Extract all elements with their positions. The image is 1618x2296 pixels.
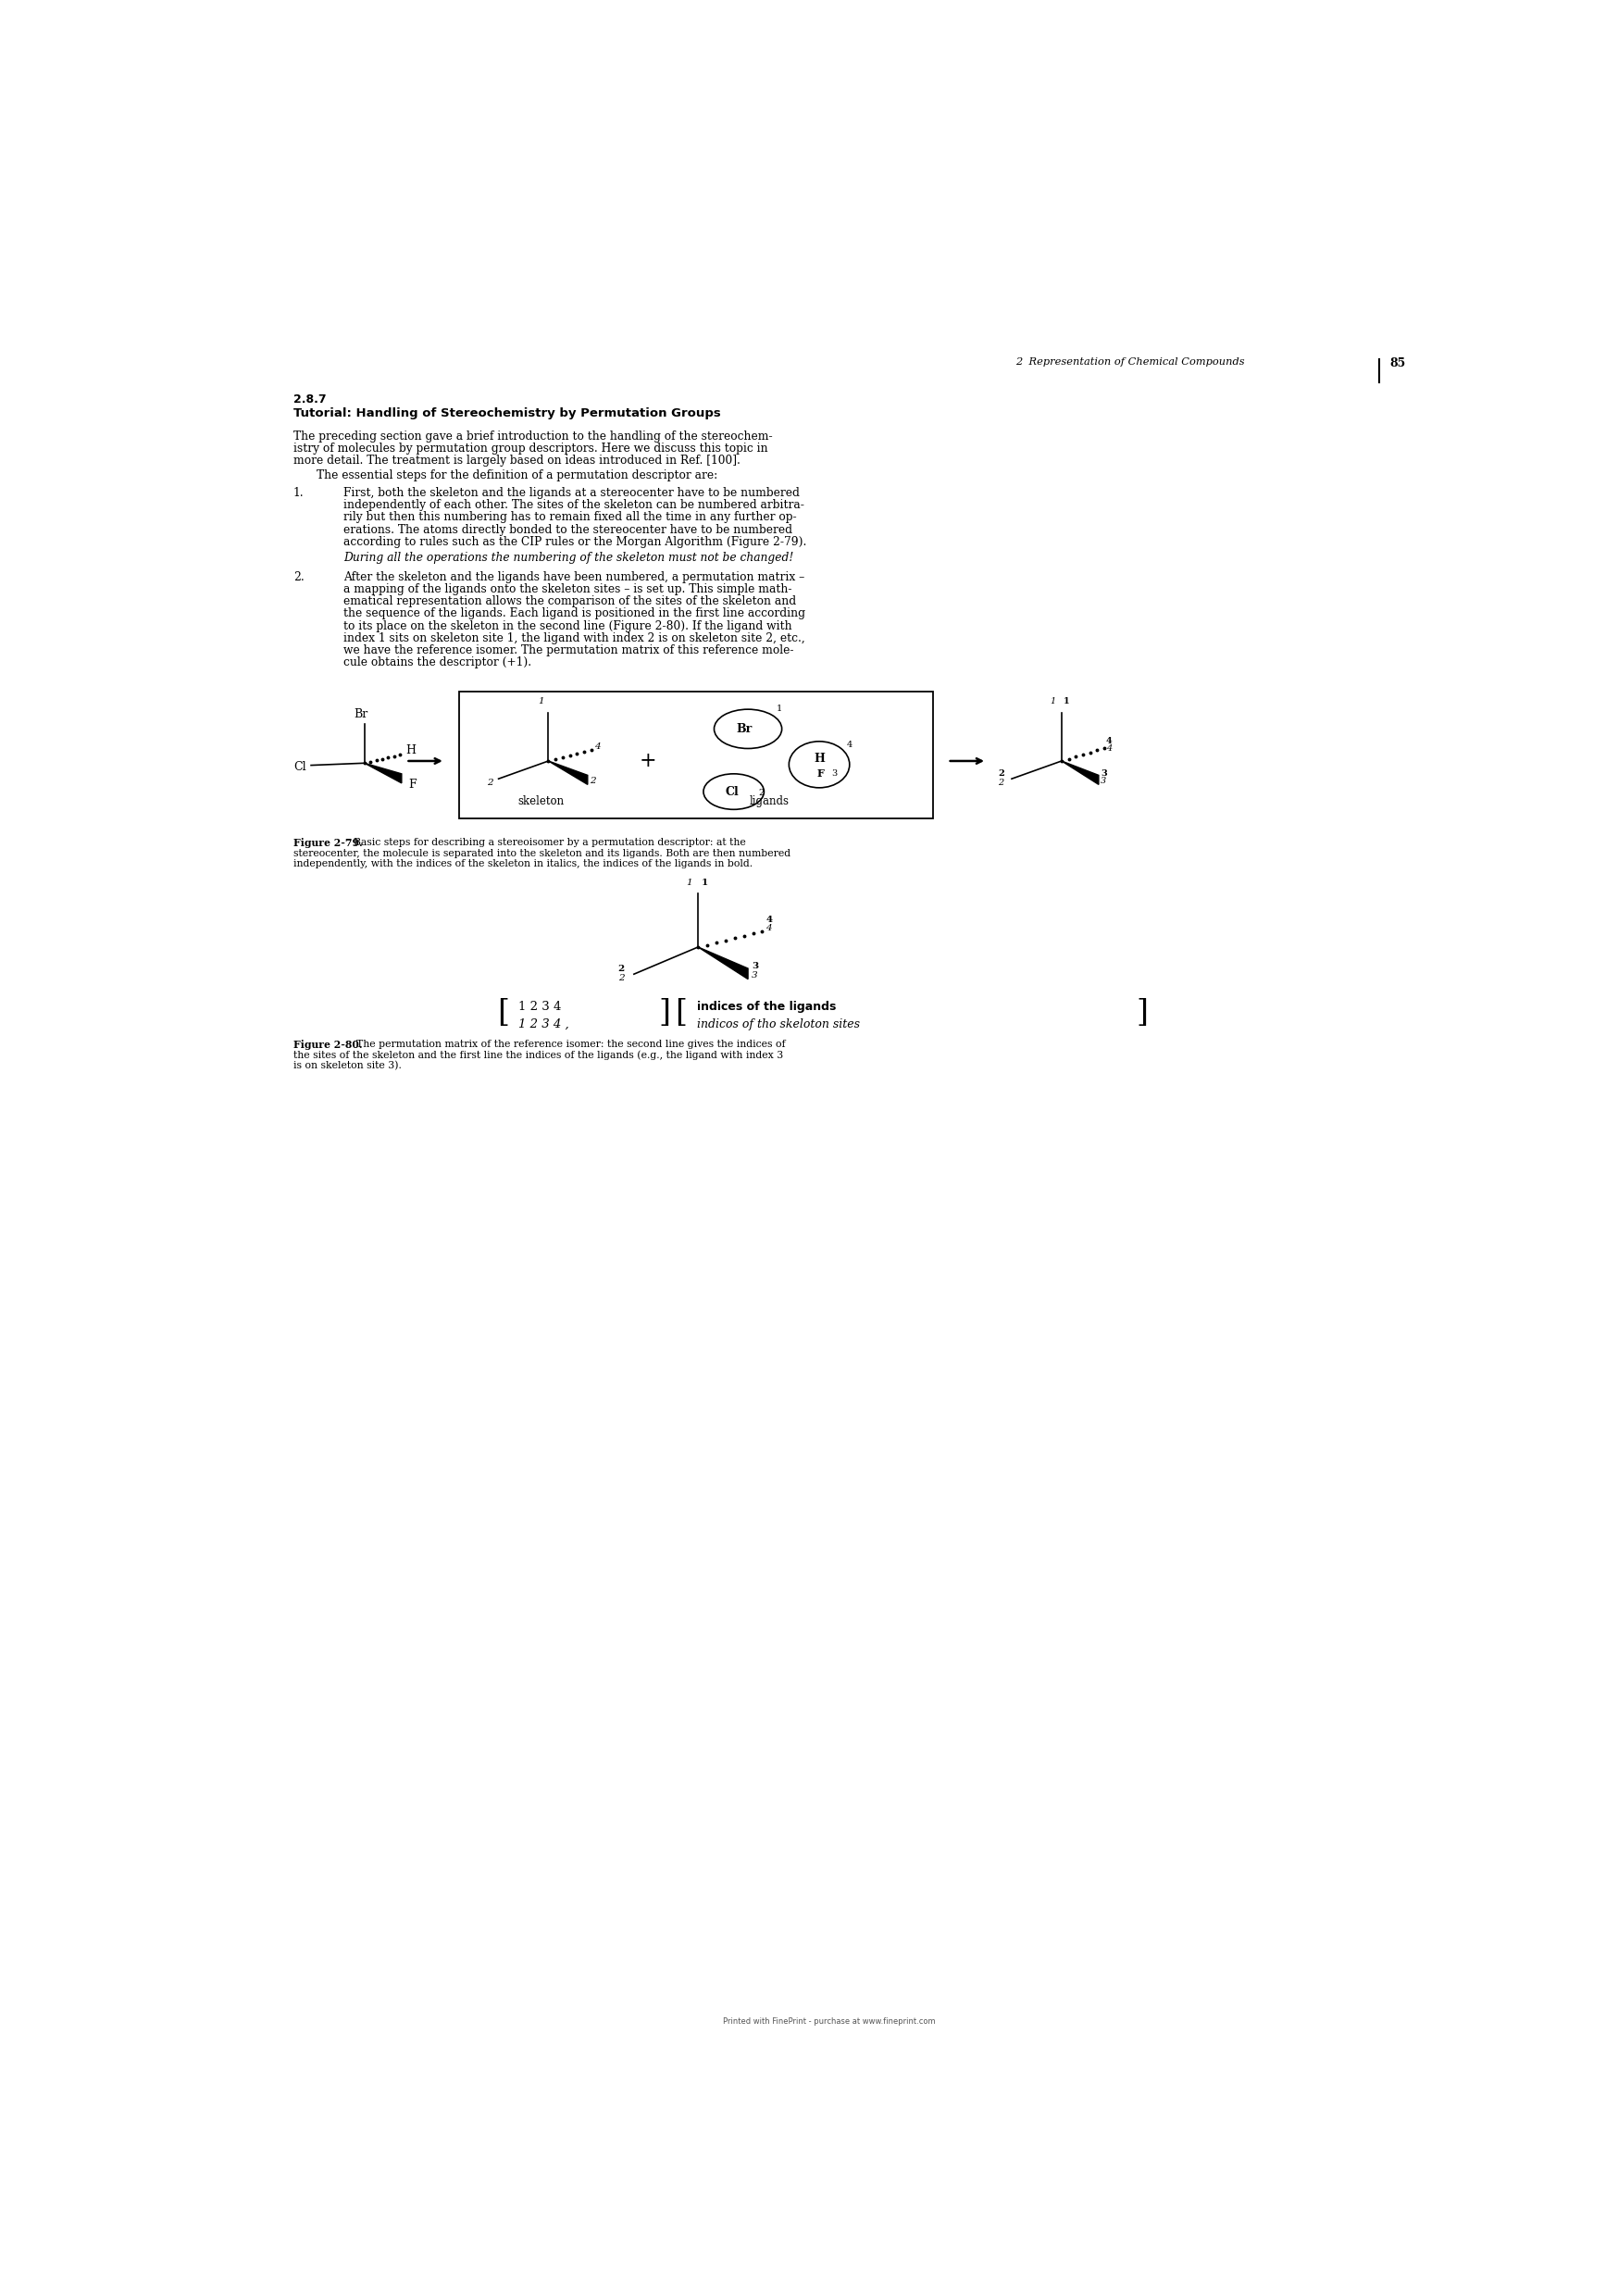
Text: ematical representation allows the comparison of the sites of the skeleton and: ematical representation allows the compa… <box>343 595 796 608</box>
Text: skeleton: skeleton <box>518 794 565 808</box>
Text: [: [ <box>497 999 510 1026</box>
Text: 2.8.7: 2.8.7 <box>293 393 327 404</box>
Polygon shape <box>1061 760 1099 785</box>
Text: independently of each other. The sites of the skeleton can be numbered arbitra-: independently of each other. The sites o… <box>343 498 804 512</box>
Text: the sequence of the ligands. Each ligand is positioned in the first line accordi: the sequence of the ligands. Each ligand… <box>343 608 806 620</box>
Text: 2: 2 <box>618 974 625 983</box>
Text: 85: 85 <box>1390 358 1406 370</box>
Text: 3: 3 <box>751 971 757 980</box>
Text: ]: ] <box>659 999 671 1026</box>
Text: H: H <box>406 744 416 755</box>
Polygon shape <box>697 946 748 978</box>
Text: 1: 1 <box>539 698 544 705</box>
Text: Figure 2-79.: Figure 2-79. <box>293 838 362 847</box>
Text: The permutation matrix of the reference isomer: the second line gives the indice: The permutation matrix of the reference … <box>349 1040 786 1049</box>
Text: 2: 2 <box>487 778 493 788</box>
Text: 2: 2 <box>998 769 1005 778</box>
Text: we have the reference isomer. The permutation matrix of this reference mole-: we have the reference isomer. The permut… <box>343 645 793 657</box>
Text: Br: Br <box>736 723 752 735</box>
Text: 2  Representation of Chemical Compounds: 2 Representation of Chemical Compounds <box>1014 358 1244 367</box>
Text: 1 2 3 4 ,: 1 2 3 4 , <box>518 1019 570 1031</box>
Text: 4: 4 <box>765 916 772 923</box>
Text: rily but then this numbering has to remain fixed all the time in any further op-: rily but then this numbering has to rema… <box>343 512 796 523</box>
Polygon shape <box>364 762 401 783</box>
Text: 1: 1 <box>701 879 707 886</box>
Text: After the skeleton and the ligands have been numbered, a permutation matrix –: After the skeleton and the ligands have … <box>343 572 804 583</box>
Text: Cl: Cl <box>293 760 306 774</box>
Text: +: + <box>639 751 657 771</box>
Text: indices of the ligands: indices of the ligands <box>697 1001 837 1013</box>
Text: 1: 1 <box>1050 698 1057 705</box>
Text: The essential steps for the definition of a permutation descriptor are:: The essential steps for the definition o… <box>317 468 718 482</box>
Text: 2: 2 <box>759 790 764 797</box>
Text: During all the operations the numbering of the skeleton must not be changed!: During all the operations the numbering … <box>343 551 793 565</box>
Text: more detail. The treatment is largely based on ideas introduced in Ref. [100].: more detail. The treatment is largely ba… <box>293 455 739 466</box>
Text: istry of molecules by permutation group descriptors. Here we discuss this topic : istry of molecules by permutation group … <box>293 443 769 455</box>
Text: F: F <box>817 767 824 778</box>
Text: stereocenter, the molecule is separated into the skeleton and its ligands. Both : stereocenter, the molecule is separated … <box>293 850 791 859</box>
Text: Figure 2-80.: Figure 2-80. <box>293 1040 362 1049</box>
Text: 1: 1 <box>1063 698 1069 705</box>
Text: 3: 3 <box>751 962 759 971</box>
Text: ligands: ligands <box>749 794 790 808</box>
Text: 3: 3 <box>832 769 837 778</box>
Text: H: H <box>814 753 825 765</box>
Text: 2: 2 <box>998 778 1003 788</box>
Text: the sites of the skeleton and the first line the indices of the ligands (e.g., t: the sites of the skeleton and the first … <box>293 1049 783 1061</box>
Text: a mapping of the ligands onto the skeleton sites – is set up. This simple math-: a mapping of the ligands onto the skelet… <box>343 583 791 595</box>
Text: 4: 4 <box>846 742 853 748</box>
Text: 3: 3 <box>1100 776 1107 785</box>
Text: Basic steps for describing a stereoisomer by a permutation descriptor: at the: Basic steps for describing a stereoisome… <box>348 838 746 847</box>
Polygon shape <box>549 760 587 785</box>
Text: ]: ] <box>1136 999 1149 1026</box>
Text: 2: 2 <box>589 776 595 785</box>
Text: 1 2 3 4: 1 2 3 4 <box>518 1001 561 1013</box>
Text: Tutorial: Handling of Stereochemistry by Permutation Groups: Tutorial: Handling of Stereochemistry by… <box>293 406 720 420</box>
Text: 1.: 1. <box>293 487 304 498</box>
Text: to its place on the skeleton in the second line (Figure 2-80). If the ligand wit: to its place on the skeleton in the seco… <box>343 620 791 631</box>
Text: cule obtains the descriptor (+1).: cule obtains the descriptor (+1). <box>343 657 531 668</box>
Text: [: [ <box>675 999 688 1026</box>
Text: independently, with the indices of the skeleton in italics, the indices of the l: independently, with the indices of the s… <box>293 859 752 868</box>
Text: F: F <box>409 778 417 790</box>
Text: 1: 1 <box>686 879 693 886</box>
Text: erations. The atoms directly bonded to the stereocenter have to be numbered: erations. The atoms directly bonded to t… <box>343 523 793 535</box>
Text: 1: 1 <box>777 705 781 714</box>
Text: according to rules such as the CIP rules or the Morgan Algorithm (Figure 2-79).: according to rules such as the CIP rules… <box>343 535 806 549</box>
Text: 4: 4 <box>765 925 772 932</box>
Text: The preceding section gave a brief introduction to the handling of the stereoche: The preceding section gave a brief intro… <box>293 429 772 443</box>
Text: indicos of tho skeloton sites: indicos of tho skeloton sites <box>697 1019 859 1031</box>
Text: Printed with FinePrint - purchase at www.fineprint.com: Printed with FinePrint - purchase at www… <box>723 2018 935 2025</box>
Text: index 1 sits on skeleton site 1, the ligand with index 2 is on skeleton site 2, : index 1 sits on skeleton site 1, the lig… <box>343 631 804 643</box>
Bar <box>460 691 934 817</box>
Text: 3: 3 <box>1100 769 1107 778</box>
Text: 4: 4 <box>595 742 600 751</box>
Text: 2: 2 <box>618 964 625 974</box>
Text: 2.: 2. <box>293 572 304 583</box>
Text: Br: Br <box>354 707 367 721</box>
Text: Cl: Cl <box>725 785 739 797</box>
Text: First, both the skeleton and the ligands at a stereocenter have to be numbered: First, both the skeleton and the ligands… <box>343 487 799 498</box>
Text: 4: 4 <box>1105 737 1112 746</box>
Text: is on skeleton site 3).: is on skeleton site 3). <box>293 1061 401 1070</box>
Text: 4: 4 <box>1105 744 1112 753</box>
